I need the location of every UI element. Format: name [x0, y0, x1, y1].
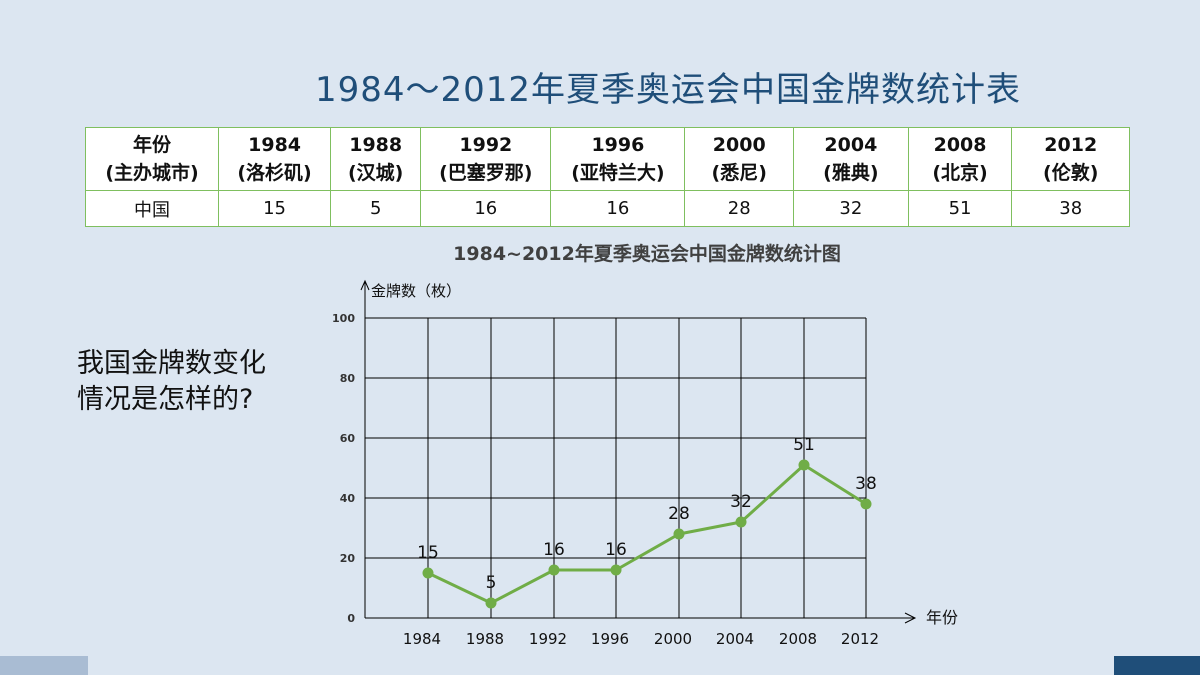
table-header-cell: 1988 (汉城): [330, 127, 422, 191]
x-axis-label: 年份: [926, 608, 958, 627]
data-point: [422, 567, 434, 579]
x-tick-label: 1992: [529, 630, 567, 648]
footer-accent-right: [1114, 656, 1200, 675]
table-header-cell: 2004 (雅典): [793, 127, 909, 191]
chart-axes: 金牌数（枚） 年份: [360, 279, 958, 627]
x-tick-label: 2008: [779, 630, 817, 648]
question-text: 我国金牌数变化 情况是怎样的?: [77, 346, 266, 418]
data-label: 28: [668, 504, 690, 524]
table-cell: 15: [218, 190, 332, 227]
x-axis-arrow-icon: [904, 612, 917, 624]
chart-series: 15 5 16 16 28 32 51 38: [417, 435, 877, 609]
chart-ticks: 0 20 40 60 80 100 1984 1988 1992 1996 2000 2004 2008…: [332, 312, 879, 648]
data-point: [485, 597, 497, 609]
data-label: 16: [543, 540, 565, 560]
data-label: 38: [855, 474, 877, 494]
y-tick-label: 60: [340, 432, 356, 445]
table-row-label: 中国: [84, 190, 220, 227]
y-tick-label: 40: [340, 492, 356, 505]
table-cell: 28: [684, 190, 795, 227]
data-point: [735, 516, 747, 528]
data-point: [673, 528, 685, 540]
series-line: [427, 463, 867, 605]
y-tick-label: 0: [347, 612, 355, 625]
table-header-cell: 1992 (巴塞罗那): [420, 127, 552, 191]
data-label: 5: [486, 573, 497, 593]
table-header-cell: 1984 (洛杉矶): [218, 127, 332, 191]
data-point: [610, 564, 622, 576]
x-tick-label: 1988: [466, 630, 504, 648]
question-line: 我国金牌数变化: [77, 348, 266, 379]
table-cell: 32: [793, 190, 909, 227]
data-point: [798, 459, 810, 471]
data-point: [548, 564, 560, 576]
y-tick-label: 20: [340, 552, 356, 565]
table-header-row: 年份 (主办城市) 1984 (洛杉矶) 1988 (汉城) 1992 (巴塞罗那) 1…: [84, 127, 1130, 191]
table-header-cell: 1996 (亚特兰大): [550, 127, 686, 191]
medal-table: 年份 (主办城市) 1984 (洛杉矶) 1988 (汉城) 1992 (巴塞罗那) 1…: [84, 127, 1130, 227]
data-label: 32: [730, 492, 752, 512]
slide-title: 1984～2012年夏季奥运会中国金牌数统计表: [314, 70, 1022, 110]
data-point: [860, 498, 872, 510]
x-tick-label: 2004: [716, 630, 754, 648]
question-line: 情况是怎样的?: [77, 384, 254, 415]
table-header-cell: 2008 (北京): [907, 127, 1013, 191]
table-cell: 38: [1011, 190, 1130, 227]
data-label: 16: [605, 540, 627, 560]
y-tick-label: 80: [340, 372, 356, 385]
table-cell: 16: [550, 190, 686, 227]
table-cell: 16: [420, 190, 552, 227]
table-cell: 51: [907, 190, 1013, 227]
data-label: 51: [793, 435, 815, 455]
y-axis-arrow-icon: [360, 279, 370, 291]
x-tick-label: 1984: [403, 630, 441, 648]
table-header-cell: 年份 (主办城市): [84, 127, 220, 191]
table-row: 中国 15 5 16 16 28 32 51 38: [84, 190, 1130, 227]
y-tick-label: 100: [332, 312, 355, 325]
data-label: 15: [417, 543, 439, 563]
table-header-cell: 2000 (悉尼): [684, 127, 795, 191]
x-tick-label: 2012: [841, 630, 879, 648]
y-axis-label: 金牌数（枚）: [371, 282, 461, 300]
footer-accent-left: [0, 656, 88, 675]
table-cell: 5: [330, 190, 422, 227]
x-tick-label: 2000: [654, 630, 692, 648]
x-tick-label: 1996: [591, 630, 629, 648]
chart-title: 1984~2012年夏季奥运会中国金牌数统计图: [453, 242, 841, 265]
